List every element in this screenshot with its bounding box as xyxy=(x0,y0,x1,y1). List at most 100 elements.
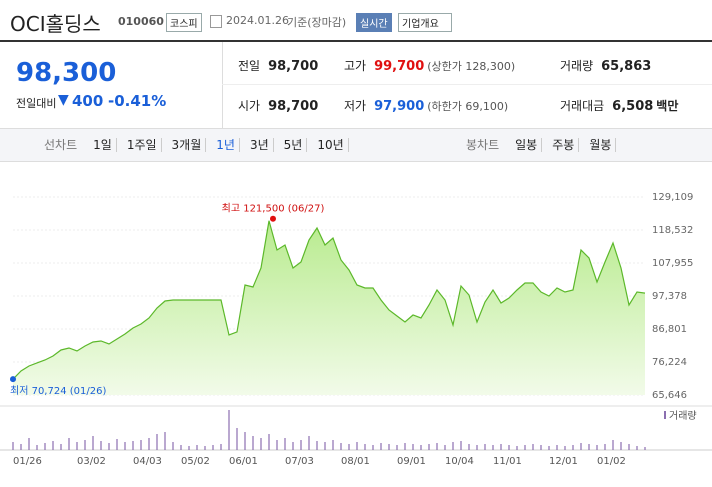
volume-bar xyxy=(348,444,350,450)
basis: 기준(장마감) xyxy=(287,16,347,29)
volume-bar xyxy=(388,444,390,450)
quote-row: 전일 98,700 고가 99,700 (상한가 128,300) 거래량 65,863 xyxy=(222,44,712,84)
realtime-button[interactable]: 실시간 xyxy=(356,13,392,32)
volume-bar xyxy=(316,441,318,450)
volume-bar xyxy=(156,434,158,450)
quote-value: 99,700 xyxy=(374,59,425,74)
tab[interactable]: 월봉 xyxy=(585,138,617,152)
volume-bar xyxy=(148,438,150,450)
volume-bar xyxy=(380,443,382,450)
min-label: 최저 70,724 (01/26) xyxy=(10,385,106,397)
volume-bar xyxy=(76,442,78,450)
quote-note: (상한가 128,300) xyxy=(427,60,516,73)
tab[interactable]: 3년 xyxy=(245,138,274,152)
volume-bar xyxy=(420,445,422,450)
tab-group-label: 선차트 xyxy=(44,138,78,152)
tab[interactable]: 1일 xyxy=(89,138,117,152)
quote-label: 고가 xyxy=(344,59,367,73)
volume-bar xyxy=(140,440,142,450)
tab[interactable]: 1년 xyxy=(212,138,240,152)
volume-bar xyxy=(116,439,118,450)
volume-bar xyxy=(356,442,358,450)
volume-bar xyxy=(268,434,270,450)
volume-bar xyxy=(396,445,398,450)
volume-bar xyxy=(108,443,110,450)
volume-bar xyxy=(68,438,70,450)
volume-bar xyxy=(596,445,598,450)
tab[interactable]: 주봉 xyxy=(548,138,580,152)
y-tick-label: 97,378 xyxy=(652,291,687,302)
volume-bar xyxy=(172,442,174,450)
volume-bar xyxy=(260,438,262,450)
tab[interactable]: 3개월 xyxy=(167,138,207,152)
volume-bar xyxy=(452,442,454,450)
title: OCI홀딩스 xyxy=(10,12,101,36)
volume-bar xyxy=(196,445,198,450)
volume-bar xyxy=(292,442,294,450)
volume-bar xyxy=(132,441,134,450)
y-tick-label: 76,224 xyxy=(652,357,687,368)
tab-group-label: 봉차트 xyxy=(466,138,500,152)
change-label: 전일대비 xyxy=(16,97,57,110)
volume-bar xyxy=(300,440,302,450)
x-tick-label: 09/01 xyxy=(397,456,426,467)
quote-value: 6,508 xyxy=(612,99,654,114)
volume-bar xyxy=(252,436,254,450)
volume-bar xyxy=(508,445,510,450)
tab[interactable]: 1주일 xyxy=(122,138,162,152)
volume-bar xyxy=(628,444,630,450)
company-info-button[interactable]: 기업개요 xyxy=(398,13,452,32)
max-label: 최고 121,500 (06/27) xyxy=(222,203,325,215)
volume-bar xyxy=(460,441,462,450)
volume-bar xyxy=(44,443,46,450)
volume-legend: 거래량 xyxy=(669,410,697,422)
max-marker xyxy=(270,215,276,222)
code: 010060 xyxy=(118,15,164,28)
header-rule xyxy=(0,40,712,42)
quote-cell: 저가 97,900 (하한가 69,100) xyxy=(344,97,508,114)
area xyxy=(13,220,645,395)
volume-bar xyxy=(532,444,534,450)
y-tick-label: 65,646 xyxy=(652,390,687,401)
divider xyxy=(222,84,712,85)
volume-bar xyxy=(236,428,238,450)
quote-unit: 백만 xyxy=(656,99,679,113)
tab[interactable]: 5년 xyxy=(279,138,308,152)
quote-value: 98,700 xyxy=(268,99,319,114)
volume-bar xyxy=(84,440,86,450)
x-tick-label: 01/02 xyxy=(597,456,626,467)
volume-bar xyxy=(404,443,406,450)
volume-bar xyxy=(60,444,62,450)
y-tick-label: 107,955 xyxy=(652,258,693,269)
volume-bar xyxy=(28,438,30,450)
volume-bar xyxy=(212,445,214,450)
x-tick-label: 11/01 xyxy=(493,456,522,467)
quote-cell: 거래량 65,863 xyxy=(560,57,651,74)
volume-bar xyxy=(308,436,310,450)
volume-bar xyxy=(412,444,414,450)
volume-bar xyxy=(556,445,558,450)
volume-bar xyxy=(604,444,606,450)
market-badge: 코스피 xyxy=(166,13,202,32)
volume-bar xyxy=(580,443,582,450)
quote-label: 저가 xyxy=(344,99,367,113)
quote-note: (하한가 69,100) xyxy=(427,100,509,113)
volume-bar xyxy=(164,432,166,450)
change: 400 xyxy=(72,92,104,110)
x-tick-label: 05/02 xyxy=(181,456,210,467)
tab[interactable]: 일봉 xyxy=(511,138,543,152)
tab[interactable]: 10년 xyxy=(313,138,349,152)
volume-bar xyxy=(220,444,222,450)
volume-legend-icon xyxy=(664,411,666,419)
quote-label: 거래대금 xyxy=(560,99,605,113)
down-icon: ▼ xyxy=(58,92,69,108)
line xyxy=(12,220,646,380)
volume-bar xyxy=(428,444,430,450)
volume-bar xyxy=(52,441,54,450)
y-tick-label: 129,109 xyxy=(652,192,693,203)
x-tick-label: 06/01 xyxy=(229,456,258,467)
quote-value: 65,863 xyxy=(601,59,652,74)
quote-cell: 전일 98,700 xyxy=(238,57,318,74)
y-tick-label: 118,532 xyxy=(652,225,693,236)
